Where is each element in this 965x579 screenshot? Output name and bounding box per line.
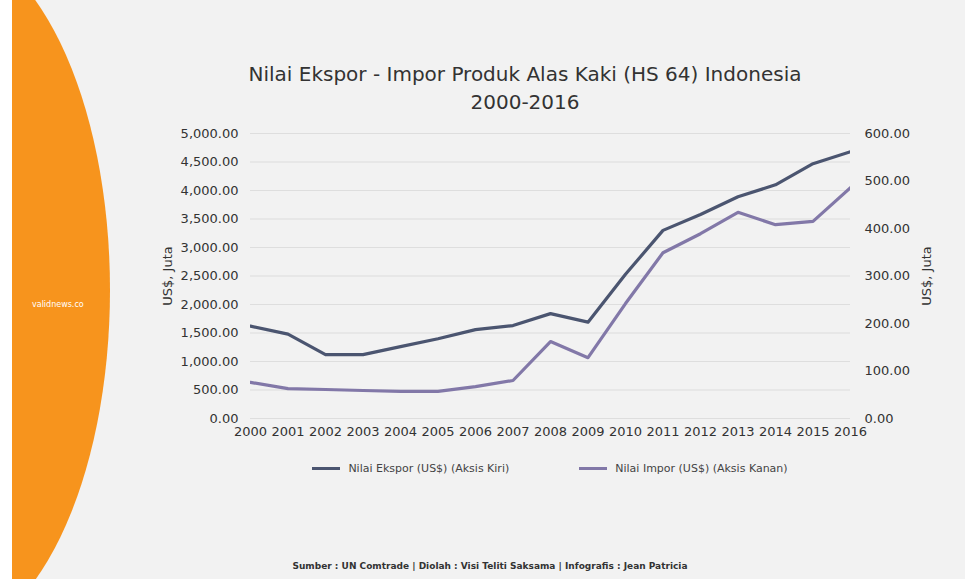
svg-text:2015: 2015: [796, 424, 829, 439]
svg-text:500.00: 500.00: [865, 173, 911, 188]
svg-text:500.00: 500.00: [193, 382, 239, 397]
svg-text:2016: 2016: [834, 424, 867, 439]
svg-text:200.00: 200.00: [865, 316, 911, 331]
svg-text:1,500.00: 1,500.00: [181, 325, 239, 340]
svg-text:5,000.00: 5,000.00: [181, 126, 239, 141]
svg-text:2014: 2014: [759, 424, 792, 439]
svg-text:2010: 2010: [609, 424, 642, 439]
svg-text:2006: 2006: [459, 424, 492, 439]
svg-text:2,000.00: 2,000.00: [181, 297, 239, 312]
svg-text:2013: 2013: [721, 424, 754, 439]
svg-text:2001: 2001: [271, 424, 304, 439]
svg-text:400.00: 400.00: [865, 221, 911, 236]
svg-text:2008: 2008: [534, 424, 567, 439]
html-text:Sumber : UN Comtrade | Diolah: Sumber : UN Comtrade | Diolah : Visi Tel…: [292, 561, 688, 571]
svg-text:2012: 2012: [684, 424, 717, 439]
html-text:2000-2016: 2000-2016: [470, 90, 580, 114]
svg-text:3,500.00: 3,500.00: [181, 211, 239, 226]
svg-text:4,500.00: 4,500.00: [181, 154, 239, 169]
svg-text:US$, Juta: US$, Juta: [919, 246, 934, 305]
svg-text:300.00: 300.00: [865, 268, 911, 283]
svg-text:4,000.00: 4,000.00: [181, 183, 239, 198]
svg-text:2002: 2002: [309, 424, 342, 439]
html-text:Nilai Ekspor (US$) (Aksis Kiri: Nilai Ekspor (US$) (Aksis Kiri): [348, 462, 510, 475]
svg-text:2009: 2009: [571, 424, 604, 439]
html-text:validnews.co: validnews.co: [32, 300, 84, 309]
svg-text:2000: 2000: [234, 424, 267, 439]
svg-text:2005: 2005: [421, 424, 454, 439]
svg-text:600.00: 600.00: [865, 126, 911, 141]
html-text:Nilai Impor (US$) (Aksis Kanan: Nilai Impor (US$) (Aksis Kanan): [615, 462, 788, 475]
svg-text:2007: 2007: [496, 424, 529, 439]
svg-text:0.00: 0.00: [209, 410, 239, 426]
svg-text:2,500.00: 2,500.00: [181, 268, 239, 283]
svg-text:2004: 2004: [384, 424, 417, 439]
svg-text:0.00: 0.00: [865, 411, 894, 426]
svg-text:3,000.00: 3,000.00: [181, 240, 239, 255]
svg-text:100.00: 100.00: [865, 363, 911, 378]
html-text:Nilai Ekspor - Impor Produk Al: Nilai Ekspor - Impor Produk Alas Kaki (H…: [248, 62, 802, 86]
svg-text:1,000.00: 1,000.00: [181, 354, 239, 369]
svg-text:2003: 2003: [346, 424, 379, 439]
svg-text:2011: 2011: [646, 424, 679, 439]
svg-text:US$, Juta: US$, Juta: [160, 246, 175, 305]
